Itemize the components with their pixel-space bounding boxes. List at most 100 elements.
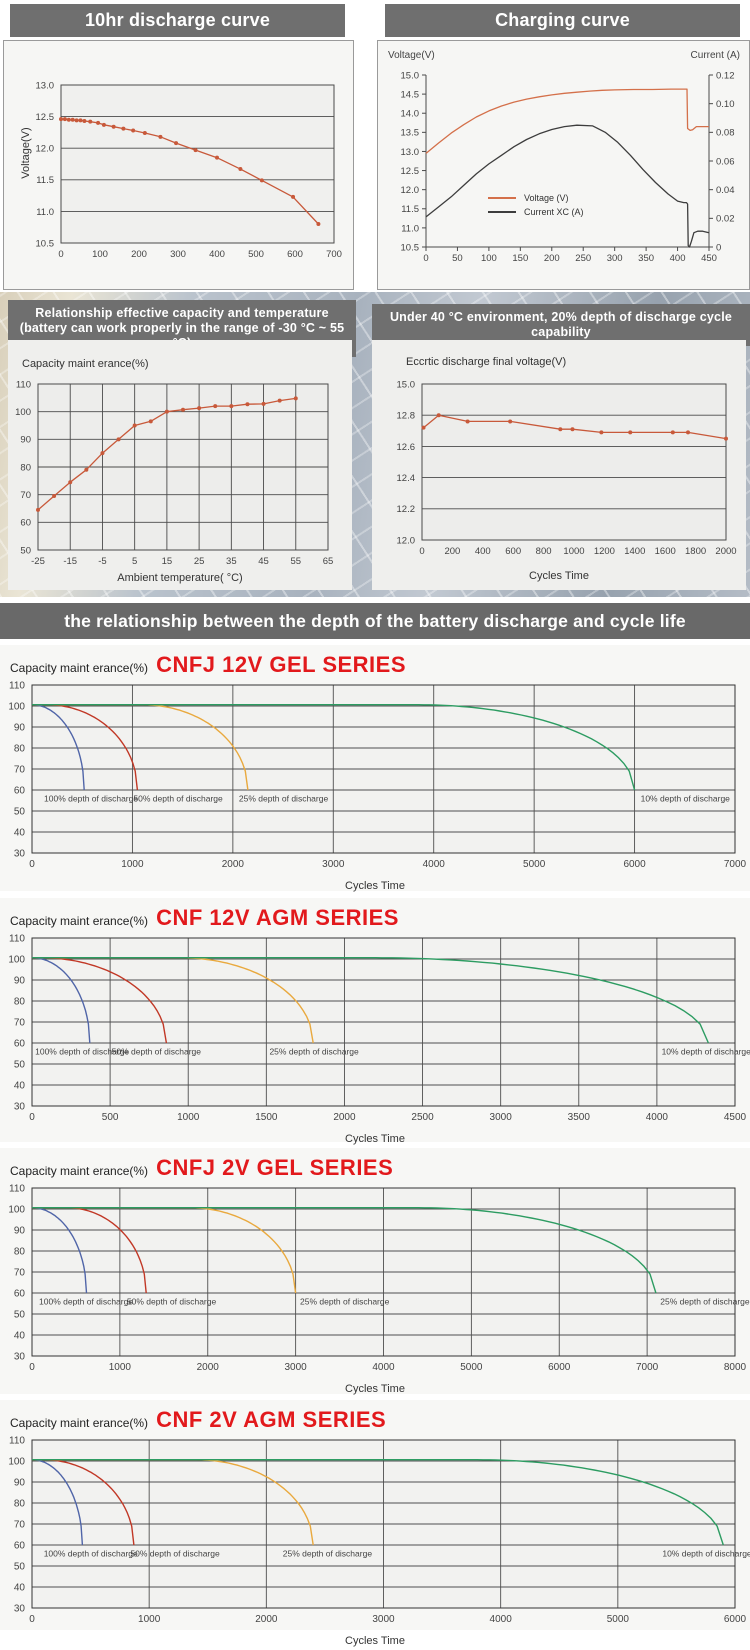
svg-text:100: 100 bbox=[15, 407, 31, 418]
svg-text:70: 70 bbox=[20, 490, 31, 501]
svg-text:400: 400 bbox=[209, 249, 225, 260]
svg-text:600: 600 bbox=[505, 546, 521, 557]
svg-text:300: 300 bbox=[607, 253, 623, 264]
svg-text:3000: 3000 bbox=[322, 859, 345, 870]
svg-text:50: 50 bbox=[452, 253, 463, 264]
svg-text:10% depth of discharge: 10% depth of discharge bbox=[641, 793, 731, 803]
svg-text:40: 40 bbox=[14, 827, 26, 838]
svg-text:5000: 5000 bbox=[523, 859, 546, 870]
svg-text:11.5: 11.5 bbox=[401, 204, 419, 215]
svg-text:100% depth of discharge: 100% depth of discharge bbox=[44, 1548, 138, 1558]
svg-text:0.02: 0.02 bbox=[716, 214, 735, 225]
svg-text:5000: 5000 bbox=[460, 1362, 483, 1373]
svg-text:-25: -25 bbox=[31, 556, 45, 567]
svg-text:100% depth of discharge: 100% depth of discharge bbox=[39, 1296, 133, 1306]
svg-text:3000: 3000 bbox=[490, 1112, 513, 1123]
svg-text:12.8: 12.8 bbox=[397, 411, 416, 422]
charging-panel: Voltage(V) Current (A) 10.5 11.0 11.5 12.0 1… bbox=[377, 40, 750, 317]
svg-text:150: 150 bbox=[512, 253, 528, 264]
svg-text:25% depth of discharge: 25% depth of discharge bbox=[660, 1296, 750, 1306]
svg-text:500: 500 bbox=[102, 1112, 119, 1123]
svg-text:40: 40 bbox=[14, 1582, 26, 1593]
svg-text:100% depth of discharge: 100% depth of discharge bbox=[35, 1046, 129, 1056]
section-title: CNF 12V AGM SERIES bbox=[156, 905, 399, 930]
temperature-x-axis-label: Ambient temperature( °C) bbox=[117, 572, 243, 584]
svg-text:8000: 8000 bbox=[724, 1362, 747, 1373]
svg-text:800: 800 bbox=[536, 546, 552, 557]
svg-text:80: 80 bbox=[14, 996, 26, 1007]
svg-text:100% depth of discharge: 100% depth of discharge bbox=[44, 793, 138, 803]
section-head: Capacity maint erance(%) CNFJ 2V GEL SER… bbox=[0, 1148, 750, 1182]
svg-text:200: 200 bbox=[131, 249, 147, 260]
svg-text:60: 60 bbox=[14, 1038, 26, 1049]
charging-chart: 10.5 11.0 11.5 12.0 12.5 13.0 13.5 14.0 14.5 15.0… bbox=[378, 67, 749, 273]
svg-text:0: 0 bbox=[58, 249, 63, 260]
svg-text:13.0: 13.0 bbox=[401, 147, 420, 158]
svg-text:80: 80 bbox=[14, 743, 26, 754]
svg-text:70: 70 bbox=[14, 764, 26, 775]
svg-text:2000: 2000 bbox=[715, 546, 736, 557]
svg-text:50: 50 bbox=[14, 806, 26, 817]
legend-item-current: Current XC (A) bbox=[488, 205, 584, 219]
svg-text:25% depth of discharge: 25% depth of discharge bbox=[239, 793, 329, 803]
svg-text:50: 50 bbox=[14, 1561, 26, 1572]
svg-text:10% depth of discharge: 10% depth of discharge bbox=[662, 1046, 750, 1056]
svg-text:1000: 1000 bbox=[177, 1112, 200, 1123]
svg-text:0: 0 bbox=[29, 859, 35, 870]
svg-text:12.0: 12.0 bbox=[401, 185, 420, 196]
cnfj-2v-gel-chart: 30 40 50 60 70 80 90 100 110 0 1000 2000 3000 4000 500… bbox=[0, 1184, 750, 1380]
svg-text:12.0: 12.0 bbox=[36, 144, 55, 155]
panel-header-discharge: 10hr discharge curve bbox=[10, 4, 345, 37]
svg-text:3000: 3000 bbox=[285, 1362, 308, 1373]
svg-text:10.5: 10.5 bbox=[401, 242, 420, 253]
svg-text:-15: -15 bbox=[63, 556, 77, 567]
svg-text:200: 200 bbox=[544, 253, 560, 264]
section-x-axis-label: Cycles Time bbox=[345, 1635, 405, 1647]
svg-text:1400: 1400 bbox=[624, 546, 645, 557]
svg-text:30: 30 bbox=[14, 1351, 26, 1362]
svg-text:400: 400 bbox=[670, 253, 686, 264]
svg-text:250: 250 bbox=[575, 253, 591, 264]
section-cnf-2v-agm: Capacity maint erance(%) CNF 2V AGM SERI… bbox=[0, 1400, 750, 1647]
svg-text:14.0: 14.0 bbox=[401, 109, 420, 120]
svg-text:25% depth of discharge: 25% depth of discharge bbox=[300, 1296, 390, 1306]
svg-text:15.0: 15.0 bbox=[401, 70, 420, 81]
svg-text:11.5: 11.5 bbox=[36, 175, 54, 186]
svg-text:0.08: 0.08 bbox=[716, 128, 735, 139]
svg-text:60: 60 bbox=[14, 785, 26, 796]
svg-text:6000: 6000 bbox=[548, 1362, 571, 1373]
discharge-chart: 10.5 11.0 11.5 12.0 12.5 13.0 0 100 200 300 400 500… bbox=[4, 41, 353, 271]
temperature-header-line1: Relationship effective capacity and temp… bbox=[35, 306, 329, 320]
svg-text:450: 450 bbox=[701, 253, 717, 264]
svg-text:100: 100 bbox=[8, 954, 25, 965]
svg-text:25: 25 bbox=[194, 556, 205, 567]
svg-text:1000: 1000 bbox=[109, 1362, 132, 1373]
charging-right-axis-label: Current (A) bbox=[690, 50, 740, 61]
section-cnf-12v-agm: Capacity maint erance(%) CNF 12V AGM SER… bbox=[0, 898, 750, 1145]
svg-text:2000: 2000 bbox=[255, 1614, 278, 1625]
svg-text:4000: 4000 bbox=[490, 1614, 513, 1625]
svg-text:70: 70 bbox=[14, 1017, 26, 1028]
svg-text:0: 0 bbox=[419, 546, 424, 557]
current-legend-label: Current XC (A) bbox=[524, 207, 584, 217]
svg-text:110: 110 bbox=[9, 1436, 25, 1446]
svg-text:0.12: 0.12 bbox=[716, 70, 735, 81]
cycle20-panel: Eccrtic discharge final voltage(V) 12.0 1… bbox=[372, 340, 746, 590]
cycle20-y-axis-label: Eccrtic discharge final voltage(V) bbox=[406, 356, 567, 368]
svg-text:1000: 1000 bbox=[563, 546, 584, 557]
svg-text:50% depth of discharge: 50% depth of discharge bbox=[112, 1046, 202, 1056]
svg-text:1200: 1200 bbox=[594, 546, 615, 557]
svg-text:11.0: 11.0 bbox=[401, 223, 419, 234]
svg-text:70: 70 bbox=[14, 1519, 26, 1530]
svg-text:100: 100 bbox=[481, 253, 497, 264]
legend-item-voltage: Voltage (V) bbox=[488, 191, 584, 205]
svg-text:12.4: 12.4 bbox=[397, 473, 416, 484]
cycle20-x-axis-label: Cycles Time bbox=[529, 570, 589, 582]
svg-text:50: 50 bbox=[20, 545, 31, 556]
section-y-axis-label: Capacity maint erance(%) bbox=[10, 1416, 149, 1430]
svg-text:0: 0 bbox=[716, 242, 721, 253]
svg-text:600: 600 bbox=[287, 249, 303, 260]
svg-text:100: 100 bbox=[8, 1456, 25, 1467]
section-cnfj-2v-gel: Capacity maint erance(%) CNFJ 2V GEL SER… bbox=[0, 1148, 750, 1395]
charging-header-text: Charging curve bbox=[495, 10, 630, 30]
